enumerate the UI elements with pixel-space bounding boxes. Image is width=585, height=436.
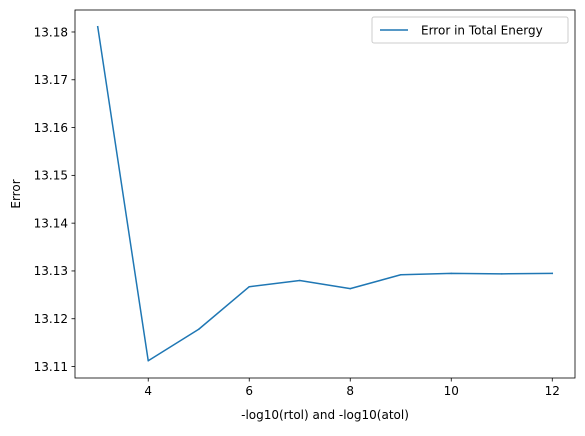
x-tick-label: 10 [444, 384, 459, 398]
ticks-layer: 4 6 8 10 12 13.11 13.12 13.13 13.14 13.15 13.16 13.… [34, 25, 560, 398]
x-tick-label: 4 [144, 384, 152, 398]
y-tick-label: 13.18 [34, 25, 68, 39]
data-point [551, 272, 554, 275]
series-layer [96, 25, 554, 362]
x-tick-label: 8 [346, 384, 354, 398]
x-tick-label: 12 [545, 384, 560, 398]
series-line-0 [96, 25, 554, 362]
data-point [400, 274, 402, 276]
y-tick-label: 13.15 [34, 169, 68, 183]
y-tick-label: 13.14 [34, 216, 68, 230]
x-axis-label: -log10(rtol) and -log10(atol) [241, 408, 409, 422]
data-point [349, 287, 352, 290]
data-point [96, 25, 99, 28]
y-tick-label: 13.11 [34, 360, 68, 374]
legend: Error in Total Energy [371, 16, 569, 44]
data-point [147, 360, 149, 362]
axes-frame [74, 9, 576, 379]
y-axis-label: Error [9, 179, 23, 208]
data-point [197, 328, 200, 331]
data-point [501, 273, 503, 275]
legend-entry-label: Error in Total Energy [421, 24, 543, 38]
y-tick-label: 13.17 [34, 73, 68, 87]
x-tick-label: 6 [245, 384, 253, 398]
y-tick-label: 13.16 [34, 121, 68, 135]
y-tick-label: 13.13 [34, 264, 68, 278]
y-tick-label: 13.12 [34, 312, 68, 326]
legend-box [371, 16, 569, 44]
data-point [298, 279, 301, 282]
data-point [248, 285, 250, 288]
data-point [450, 272, 453, 275]
